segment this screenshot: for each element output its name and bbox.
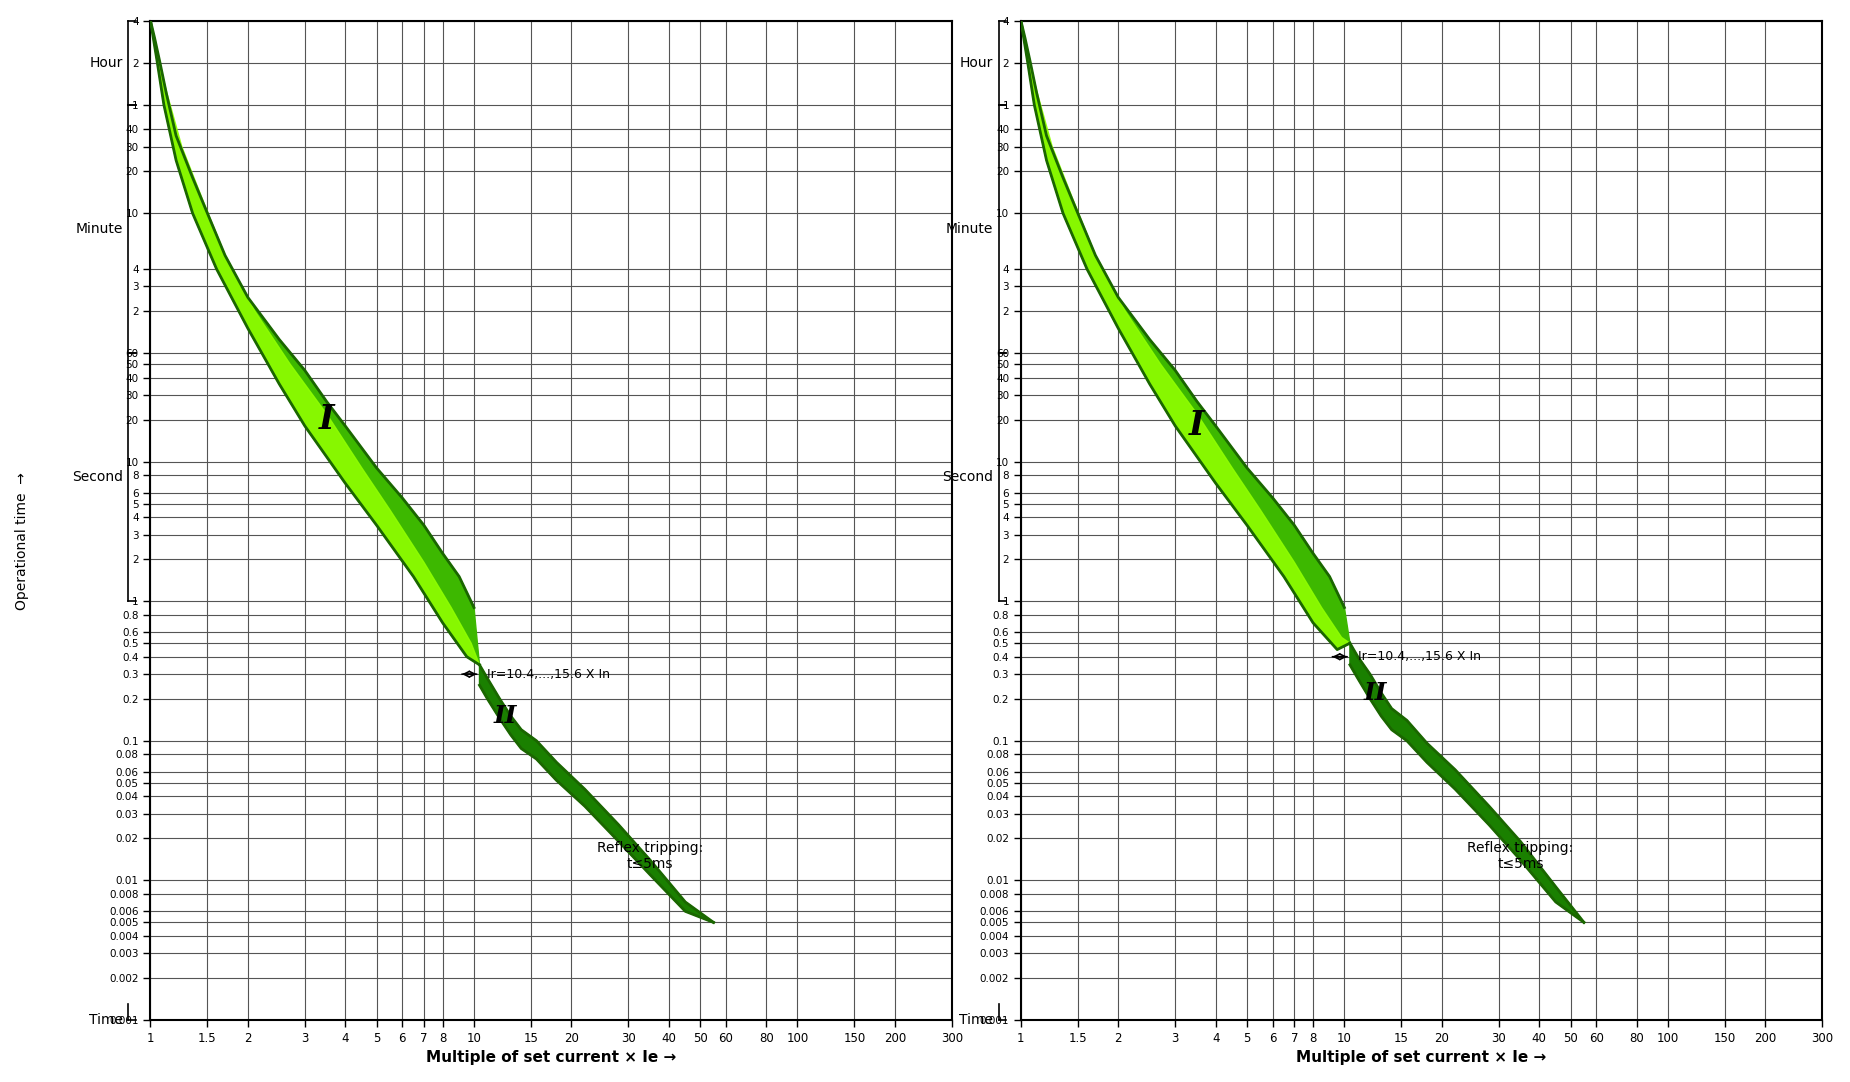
X-axis label: Multiple of set current × Ie →: Multiple of set current × Ie → — [426, 1051, 677, 1066]
Polygon shape — [150, 21, 479, 664]
Text: Ir=10.4,...,15.6 X In: Ir=10.4,...,15.6 X In — [1358, 650, 1480, 663]
Polygon shape — [150, 21, 479, 664]
Text: I: I — [1190, 409, 1204, 443]
Text: Minute: Minute — [76, 222, 122, 236]
Text: Reflex tripping:
t≤5ms: Reflex tripping: t≤5ms — [1467, 841, 1574, 871]
Text: II: II — [494, 704, 518, 728]
Text: Ir=10.4,...,15.6 X In: Ir=10.4,...,15.6 X In — [487, 668, 610, 681]
Polygon shape — [1350, 643, 1584, 922]
Text: Second: Second — [72, 470, 122, 484]
Polygon shape — [1021, 21, 1350, 649]
Text: Minute: Minute — [945, 222, 993, 236]
Text: Hour: Hour — [960, 55, 993, 69]
Text: I: I — [318, 404, 335, 436]
Polygon shape — [479, 664, 714, 922]
X-axis label: Multiple of set current × Ie →: Multiple of set current × Ie → — [1297, 1051, 1547, 1066]
Text: Hour: Hour — [89, 55, 122, 69]
Polygon shape — [1021, 21, 1350, 649]
Text: II: II — [1363, 681, 1388, 705]
Text: Time: Time — [89, 1013, 122, 1027]
Text: Operational time  →: Operational time → — [15, 472, 30, 610]
Text: Reflex tripping:
t≤5ms: Reflex tripping: t≤5ms — [598, 841, 703, 871]
Text: Time: Time — [958, 1013, 993, 1027]
Text: Second: Second — [942, 470, 993, 484]
